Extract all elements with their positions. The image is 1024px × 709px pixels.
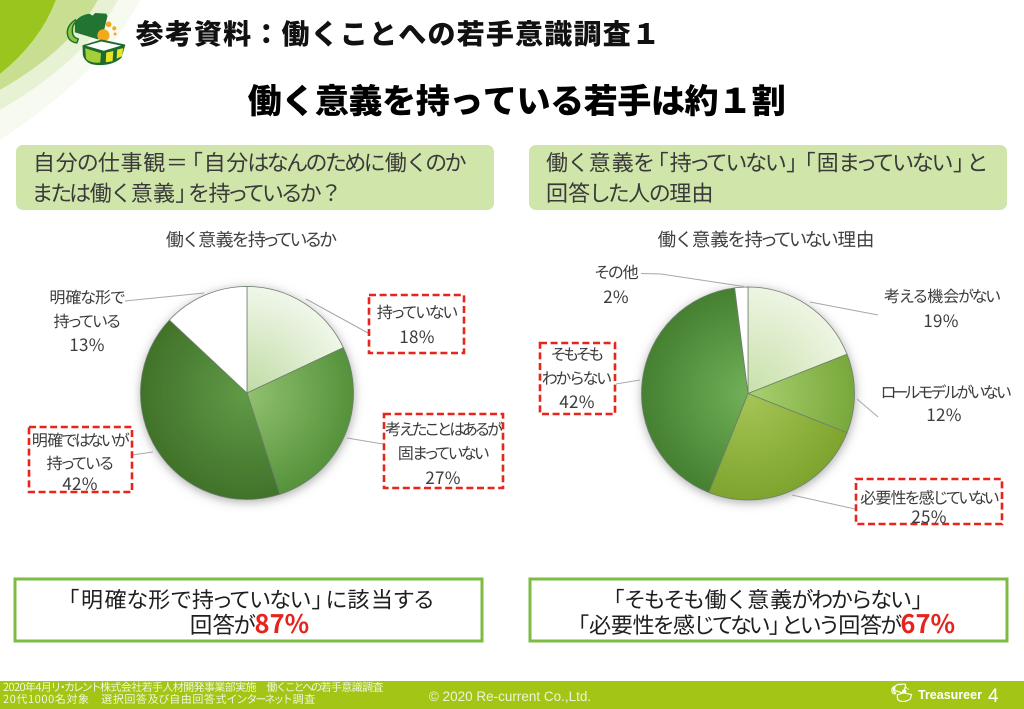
- svg-text:4: 4: [988, 686, 999, 707]
- svg-text:© 2020 Re-current Co.,Ltd.: © 2020 Re-current Co.,Ltd.: [429, 689, 591, 704]
- svg-text:Treasureer: Treasureer: [918, 688, 982, 702]
